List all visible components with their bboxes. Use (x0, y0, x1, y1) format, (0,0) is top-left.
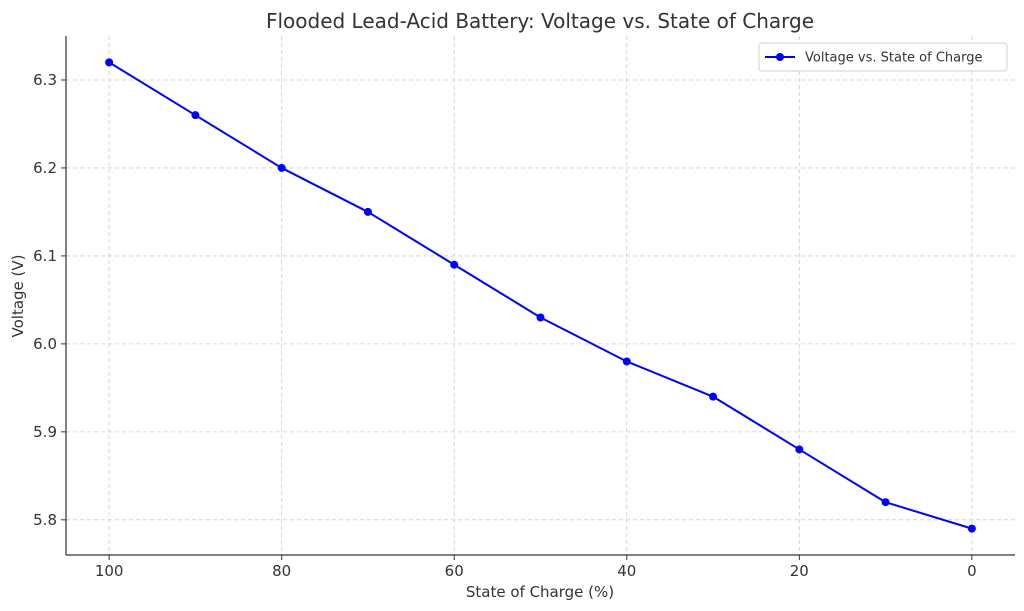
x-tick-label: 0 (967, 562, 977, 580)
data-point (450, 260, 459, 269)
data-point (967, 524, 976, 533)
data-point (881, 498, 890, 507)
y-tick-label: 6.3 (33, 71, 57, 89)
legend-box (758, 42, 1008, 72)
data-point (105, 58, 114, 67)
series-line (108, 61, 973, 530)
x-tick-label: 60 (445, 562, 464, 580)
y-tick-label: 6.1 (33, 247, 57, 265)
chart-title: Flooded Lead-Acid Battery: Voltage vs. S… (266, 9, 814, 33)
data-point (277, 163, 286, 172)
y-axis-label: Voltage (V) (9, 255, 27, 338)
legend-marker-swatch (776, 53, 784, 61)
data-point (363, 207, 372, 216)
grid-lines (66, 36, 1015, 555)
legend-label: Voltage vs. State of Charge (805, 51, 982, 66)
x-axis-label: State of Charge (%) (466, 583, 614, 601)
y-tick-label: 5.9 (33, 423, 57, 441)
data-point (709, 392, 718, 401)
y-tick-label: 6.0 (33, 335, 57, 353)
data-point (191, 111, 200, 120)
x-tick-label: 20 (790, 562, 809, 580)
axes-spines (65, 36, 1015, 556)
y-tick-label: 5.8 (33, 511, 57, 529)
data-point (622, 357, 631, 366)
x-tick-label: 80 (272, 562, 291, 580)
data-point (795, 445, 804, 454)
legend: Voltage vs. State of Charge (758, 42, 1008, 72)
x-tick-label: 40 (617, 562, 636, 580)
y-tick-label: 6.2 (33, 159, 57, 177)
series-layer (105, 58, 976, 533)
x-tick-label: 100 (95, 562, 124, 580)
data-point (536, 313, 545, 322)
axis-ticks: 100 80 60 40 20 0 5.8 5.9 6.0 6.1 6.2 6.3 (33, 71, 976, 580)
